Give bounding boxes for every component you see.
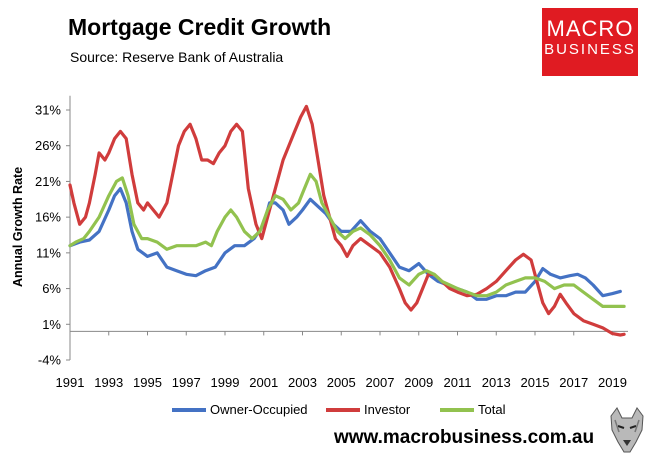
legend-swatch-owner-occupied — [172, 407, 206, 412]
legend-item-investor: Investor — [326, 402, 410, 417]
chart-source: Source: Reserve Bank of Australia — [70, 49, 284, 65]
series-line-total — [68, 172, 626, 308]
x-tick-label: 1997 — [172, 375, 201, 390]
x-tick-label: 2019 — [598, 375, 627, 390]
y-axis-label: Annual Growth Rate — [11, 166, 25, 287]
x-tick-label: 1993 — [94, 375, 123, 390]
x-tick-label: 2005 — [327, 375, 356, 390]
macrobusiness-logo: MACRO BUSINESS — [542, 8, 638, 76]
series-line-investor — [68, 104, 626, 337]
y-tick-label: 1% — [42, 317, 61, 332]
x-tick-label: 2015 — [521, 375, 550, 390]
legend-swatch-investor — [326, 407, 360, 412]
x-tick-label: 2013 — [482, 375, 511, 390]
logo-line-1: MACRO — [546, 16, 634, 41]
y-tick-label: 16% — [35, 210, 61, 225]
x-tick-label: 1995 — [133, 375, 162, 390]
x-tick-label: 2003 — [288, 375, 317, 390]
y-tick-label: 11% — [36, 245, 61, 260]
legend-label-investor: Investor — [364, 402, 411, 417]
x-tick-label: 1991 — [56, 375, 85, 390]
x-tick-label: 2001 — [249, 375, 278, 390]
legend-label-total: Total — [478, 402, 506, 417]
y-tick-label: 6% — [42, 281, 61, 296]
legend: Owner-Occupied Investor Total — [0, 402, 660, 420]
legend-item-total: Total — [440, 402, 505, 417]
x-tick-label: 2009 — [404, 375, 433, 390]
wolf-mascot-icon — [610, 407, 644, 453]
x-tick-label: 2017 — [559, 375, 588, 390]
y-tick-label: 26% — [35, 138, 61, 153]
logo-line-2: BUSINESS — [544, 41, 636, 58]
legend-item-owner-occupied: Owner-Occupied — [172, 402, 308, 417]
y-tick-label: 31% — [35, 103, 61, 118]
y-tick-label: 21% — [35, 174, 61, 189]
line-chart: -4% 1% 6% 11% 16% 21% 26% 31% 1991 1993 1995 1997 19… — [35, 95, 628, 390]
x-tick-label: 2011 — [444, 375, 472, 390]
y-tick-label: -4% — [38, 353, 62, 368]
x-tick-label: 2007 — [366, 375, 395, 390]
website-url: www.macrobusiness.com.au — [334, 427, 595, 448]
x-tick-label: 1999 — [211, 375, 240, 390]
chart-title: Mortgage Credit Growth — [68, 14, 332, 40]
legend-swatch-total — [440, 407, 474, 412]
legend-label-owner-occupied: Owner-Occupied — [210, 402, 308, 417]
